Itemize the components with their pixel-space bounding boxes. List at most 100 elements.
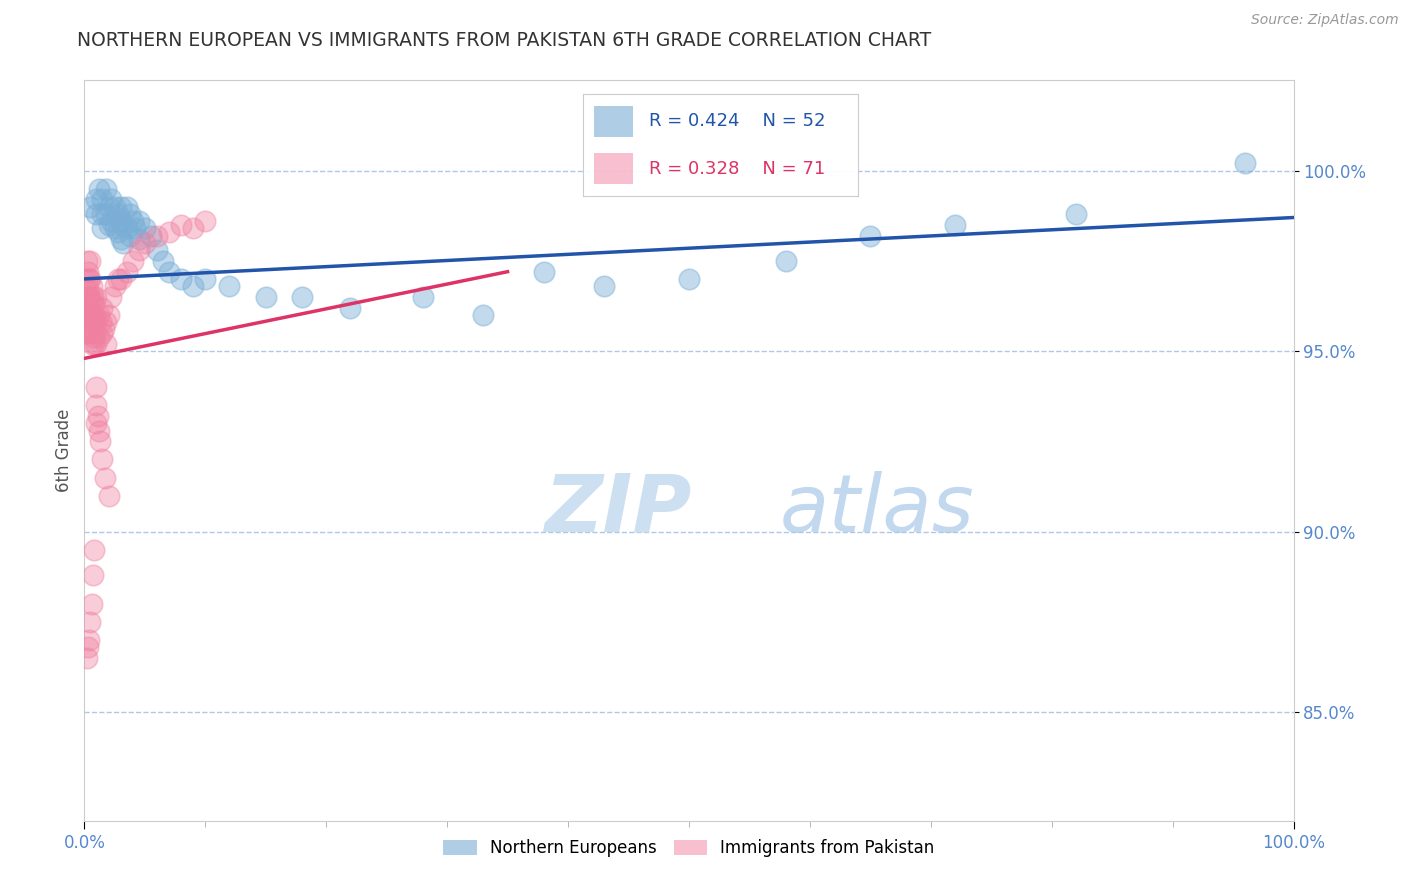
Point bbox=[83, 297, 105, 311]
Point bbox=[104, 221, 127, 235]
Point bbox=[76, 308, 98, 322]
Point bbox=[181, 279, 204, 293]
Point bbox=[128, 214, 150, 228]
Point bbox=[1234, 156, 1257, 170]
Point bbox=[678, 272, 700, 286]
Point bbox=[112, 235, 135, 250]
Point bbox=[139, 228, 162, 243]
Point bbox=[124, 221, 146, 235]
Point bbox=[94, 315, 117, 329]
Point bbox=[77, 633, 100, 648]
Point bbox=[77, 283, 100, 297]
Point bbox=[77, 272, 100, 286]
Point bbox=[83, 337, 105, 351]
Point bbox=[157, 265, 180, 279]
Point bbox=[107, 207, 129, 221]
Point bbox=[76, 253, 98, 268]
Point bbox=[121, 253, 143, 268]
Point bbox=[128, 243, 150, 257]
Point bbox=[97, 308, 120, 322]
Point bbox=[77, 290, 100, 304]
Point bbox=[94, 470, 117, 484]
Point bbox=[110, 200, 132, 214]
Point bbox=[100, 290, 122, 304]
Point bbox=[77, 326, 100, 340]
Point bbox=[91, 221, 114, 235]
Point bbox=[84, 326, 107, 340]
Point bbox=[775, 253, 797, 268]
Point bbox=[97, 200, 120, 214]
Point bbox=[593, 279, 616, 293]
Point bbox=[121, 214, 143, 228]
Point bbox=[170, 218, 193, 232]
Point bbox=[91, 301, 114, 315]
Point bbox=[100, 193, 122, 207]
Point bbox=[83, 315, 105, 329]
Point bbox=[120, 228, 142, 243]
Point bbox=[472, 308, 495, 322]
Point bbox=[80, 315, 103, 329]
Point bbox=[77, 640, 100, 655]
Point bbox=[79, 290, 101, 304]
Point bbox=[86, 207, 108, 221]
Point bbox=[86, 380, 108, 394]
Text: R = 0.424    N = 52: R = 0.424 N = 52 bbox=[650, 112, 825, 130]
Point bbox=[134, 235, 156, 250]
Point bbox=[112, 218, 135, 232]
Point bbox=[120, 207, 142, 221]
Point bbox=[82, 308, 104, 322]
Point bbox=[91, 452, 114, 467]
Point bbox=[86, 417, 108, 431]
Point bbox=[146, 228, 169, 243]
Point bbox=[82, 290, 104, 304]
Point bbox=[110, 272, 132, 286]
Point bbox=[134, 221, 156, 235]
Point bbox=[89, 434, 111, 449]
Point bbox=[104, 279, 127, 293]
Point bbox=[94, 207, 117, 221]
Bar bbox=[595, 106, 633, 136]
Point bbox=[91, 193, 114, 207]
Point bbox=[115, 221, 138, 235]
Point bbox=[76, 326, 98, 340]
Point bbox=[77, 318, 100, 333]
Point bbox=[943, 218, 966, 232]
Point bbox=[79, 272, 101, 286]
Point bbox=[86, 409, 108, 424]
Text: ZIP: ZIP bbox=[544, 471, 692, 549]
Point bbox=[97, 218, 120, 232]
Point bbox=[87, 308, 110, 322]
Point bbox=[82, 329, 104, 343]
Point bbox=[254, 290, 277, 304]
Point bbox=[86, 337, 108, 351]
Point bbox=[194, 214, 217, 228]
Point bbox=[87, 424, 110, 438]
Point bbox=[339, 301, 361, 315]
Point bbox=[157, 225, 180, 239]
Point bbox=[412, 290, 434, 304]
Point bbox=[80, 597, 103, 611]
Point bbox=[194, 272, 217, 286]
Point bbox=[86, 398, 108, 412]
Point bbox=[86, 315, 108, 329]
Point bbox=[170, 272, 193, 286]
Point bbox=[128, 232, 150, 246]
Point bbox=[77, 308, 100, 322]
Text: NORTHERN EUROPEAN VS IMMIGRANTS FROM PAKISTAN 6TH GRADE CORRELATION CHART: NORTHERN EUROPEAN VS IMMIGRANTS FROM PAK… bbox=[77, 31, 932, 50]
Point bbox=[83, 542, 105, 557]
Point bbox=[146, 243, 169, 257]
Point bbox=[110, 232, 132, 246]
Text: R = 0.328    N = 71: R = 0.328 N = 71 bbox=[650, 160, 825, 178]
Bar bbox=[595, 153, 633, 184]
Text: atlas: atlas bbox=[780, 471, 974, 549]
Legend: Northern Europeans, Immigrants from Pakistan: Northern Europeans, Immigrants from Paki… bbox=[437, 833, 941, 864]
Y-axis label: 6th Grade: 6th Grade bbox=[55, 409, 73, 492]
Point bbox=[181, 221, 204, 235]
Point bbox=[94, 337, 117, 351]
Point bbox=[77, 265, 100, 279]
Point bbox=[100, 214, 122, 228]
Point bbox=[218, 279, 240, 293]
Point bbox=[97, 489, 120, 503]
Point bbox=[82, 568, 104, 582]
Text: Source: ZipAtlas.com: Source: ZipAtlas.com bbox=[1251, 13, 1399, 28]
